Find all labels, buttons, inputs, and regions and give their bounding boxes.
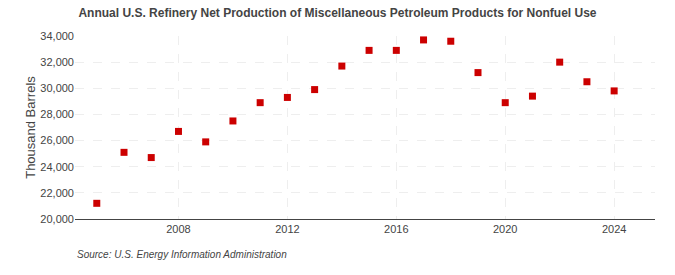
svg-text:28,000: 28,000: [40, 108, 74, 120]
svg-text:Annual U.S. Refinery Net Produ: Annual U.S. Refinery Net Production of M…: [78, 6, 596, 20]
svg-text:30,000: 30,000: [40, 82, 74, 94]
svg-text:26,000: 26,000: [40, 134, 74, 146]
svg-text:Source: U.S. Energy Informatio: Source: U.S. Energy Information Administ…: [77, 249, 287, 260]
svg-text:2024: 2024: [602, 223, 626, 235]
svg-text:32,000: 32,000: [40, 56, 74, 68]
svg-text:2008: 2008: [166, 223, 190, 235]
svg-text:22,000: 22,000: [40, 187, 74, 199]
svg-text:34,000: 34,000: [40, 30, 74, 42]
svg-text:2012: 2012: [275, 223, 299, 235]
svg-text:20,000: 20,000: [40, 213, 74, 225]
svg-text:Thousand Barrels: Thousand Barrels: [23, 76, 38, 179]
svg-text:2020: 2020: [493, 223, 517, 235]
svg-text:2016: 2016: [384, 223, 408, 235]
svg-text:24,000: 24,000: [40, 161, 74, 173]
